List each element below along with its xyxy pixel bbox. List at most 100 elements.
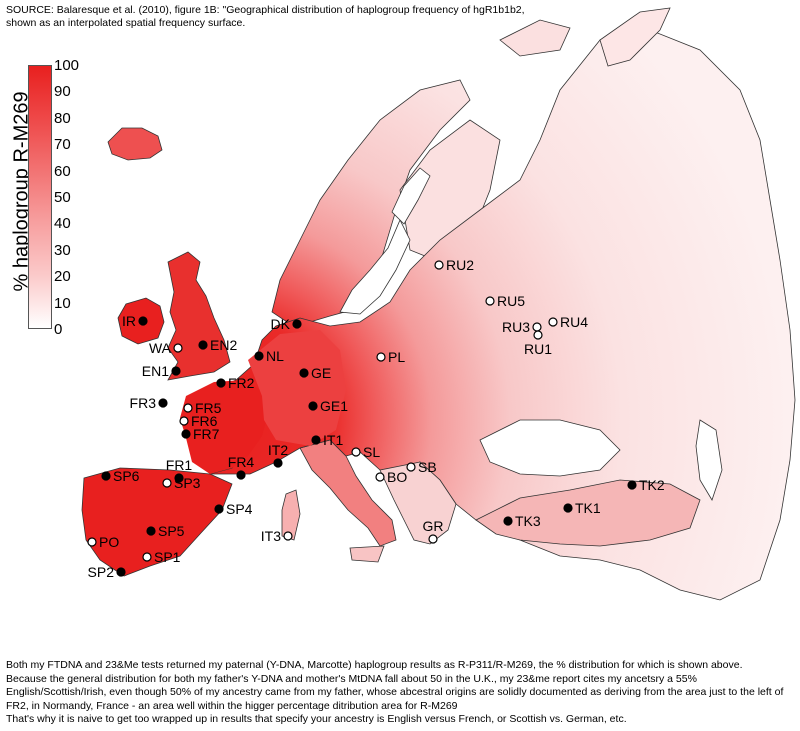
sample-label-fr5: FR5 xyxy=(195,400,222,416)
sample-marker-ru2 xyxy=(434,260,444,270)
sample-label-sp5: SP5 xyxy=(158,523,185,539)
sample-label-tk2: TK2 xyxy=(639,477,665,493)
sample-marker-fr6 xyxy=(179,416,189,426)
sample-label-nl: NL xyxy=(266,348,284,364)
sample-marker-ge xyxy=(299,368,309,378)
sample-marker-fr3 xyxy=(158,398,168,408)
sample-label-en1: EN1 xyxy=(142,363,169,379)
sample-label-fr3: FR3 xyxy=(130,395,157,411)
sample-marker-sp5 xyxy=(146,526,156,536)
legend-tick: 90 xyxy=(54,83,71,101)
sample-marker-fr5 xyxy=(183,403,193,413)
sample-marker-ir xyxy=(138,316,148,326)
sample-label-wa: WA xyxy=(149,340,172,356)
sample-marker-bo xyxy=(375,472,385,482)
legend-tick: 10 xyxy=(54,294,71,312)
sample-label-ru5: RU5 xyxy=(497,293,525,309)
sicily-shape xyxy=(349,545,385,563)
sample-label-sb: SB xyxy=(418,459,437,475)
central-europe-shape xyxy=(248,330,346,446)
sample-marker-gr xyxy=(428,534,438,544)
sample-marker-dk xyxy=(292,319,302,329)
sample-marker-fr7 xyxy=(181,429,191,439)
legend-tick: 50 xyxy=(54,189,71,206)
sample-label-tk1: TK1 xyxy=(575,500,601,516)
sample-marker-sp6 xyxy=(101,471,111,481)
sample-marker-ru3 xyxy=(532,322,542,332)
sample-label-ru1: RU1 xyxy=(524,341,552,357)
sample-label-sp2: SP2 xyxy=(88,564,115,580)
sample-marker-sp1 xyxy=(142,552,152,562)
sample-label-it3: IT3 xyxy=(261,528,281,544)
sample-marker-tk3 xyxy=(503,516,513,526)
legend-tick: 20 xyxy=(54,268,71,286)
anatolia-shape xyxy=(475,479,701,547)
novaya-zemlya-shape xyxy=(599,7,671,67)
sample-label-fr1: FR1 xyxy=(166,457,193,473)
sample-marker-sp4 xyxy=(214,504,224,514)
legend-tick: 30 xyxy=(54,241,71,259)
sample-label-sp6: SP6 xyxy=(113,468,140,484)
britain-shape xyxy=(167,251,231,381)
sample-marker-sl xyxy=(351,447,361,457)
sample-label-gr: GR xyxy=(423,518,444,534)
bothnia-gulf-shape xyxy=(391,167,431,225)
legend-tick: 100 xyxy=(54,57,80,74)
sample-label-fr7: FR7 xyxy=(193,426,220,442)
caption-line: Because the general distribution for bot… xyxy=(6,672,784,712)
sample-marker-ru5 xyxy=(485,296,495,306)
sample-marker-tk2 xyxy=(627,480,637,490)
sample-marker-po xyxy=(87,537,97,547)
sample-label-tk3: TK3 xyxy=(515,513,541,529)
legend-tick: 40 xyxy=(54,215,71,233)
caption: Both my FTDNA and 23&Me tests returned m… xyxy=(6,659,796,727)
sample-marker-ge1 xyxy=(308,401,318,411)
sample-label-en2: EN2 xyxy=(210,337,237,353)
sample-label-ir: IR xyxy=(122,313,136,329)
sample-marker-pl xyxy=(376,352,386,362)
sample-marker-it2 xyxy=(273,458,283,468)
legend-tick: 70 xyxy=(54,136,71,154)
legend-tick: 0 xyxy=(54,321,63,338)
sample-label-dk: DK xyxy=(271,316,291,332)
sample-label-sp1: SP1 xyxy=(154,549,181,565)
sample-marker-wa xyxy=(173,343,183,353)
source-note: SOURCE: Balaresque et al. (2010), figure… xyxy=(6,4,525,29)
sample-label-ru3: RU3 xyxy=(502,319,530,335)
sample-marker-it3 xyxy=(283,531,293,541)
sample-marker-sp2 xyxy=(116,567,126,577)
sample-label-ge: GE xyxy=(311,365,331,381)
sample-marker-sb xyxy=(406,462,416,472)
sample-label-it1: IT1 xyxy=(323,432,343,448)
sample-marker-ru1 xyxy=(533,330,543,340)
sample-label-fr4: FR4 xyxy=(228,454,255,470)
caption-line: Both my FTDNA and 23&Me tests returned m… xyxy=(6,659,743,671)
sample-label-fr6: FR6 xyxy=(191,413,218,429)
sample-label-sp4: SP4 xyxy=(226,501,253,517)
sample-label-fr2: FR2 xyxy=(228,375,255,391)
legend-tick: 60 xyxy=(54,162,71,180)
sample-marker-fr2 xyxy=(216,378,226,388)
iceland-shape xyxy=(107,127,163,161)
sample-label-bo: BO xyxy=(387,469,407,485)
sample-marker-fr1 xyxy=(174,473,184,483)
caspian-sea-shape xyxy=(695,419,723,501)
sample-label-po: PO xyxy=(99,534,119,550)
sample-marker-en1 xyxy=(171,366,181,376)
legend-color-bar xyxy=(28,65,52,329)
sample-marker-fr4 xyxy=(236,470,246,480)
legend-tick: 80 xyxy=(54,109,71,127)
france-shape xyxy=(180,380,268,474)
sample-label-it2: IT2 xyxy=(268,442,288,458)
sample-marker-nl xyxy=(254,351,264,361)
sample-label-pl: PL xyxy=(388,349,405,365)
sample-marker-tk1 xyxy=(563,503,573,513)
sample-label-ru2: RU2 xyxy=(446,257,474,273)
caption-line: That's why it is naive to get too wrappe… xyxy=(6,713,627,725)
sample-label-sl: SL xyxy=(363,444,380,460)
sample-label-ge1: GE1 xyxy=(320,398,348,414)
sample-marker-ru4 xyxy=(548,317,558,327)
balkans-shape xyxy=(379,461,457,545)
black-sea-shape xyxy=(479,419,621,477)
